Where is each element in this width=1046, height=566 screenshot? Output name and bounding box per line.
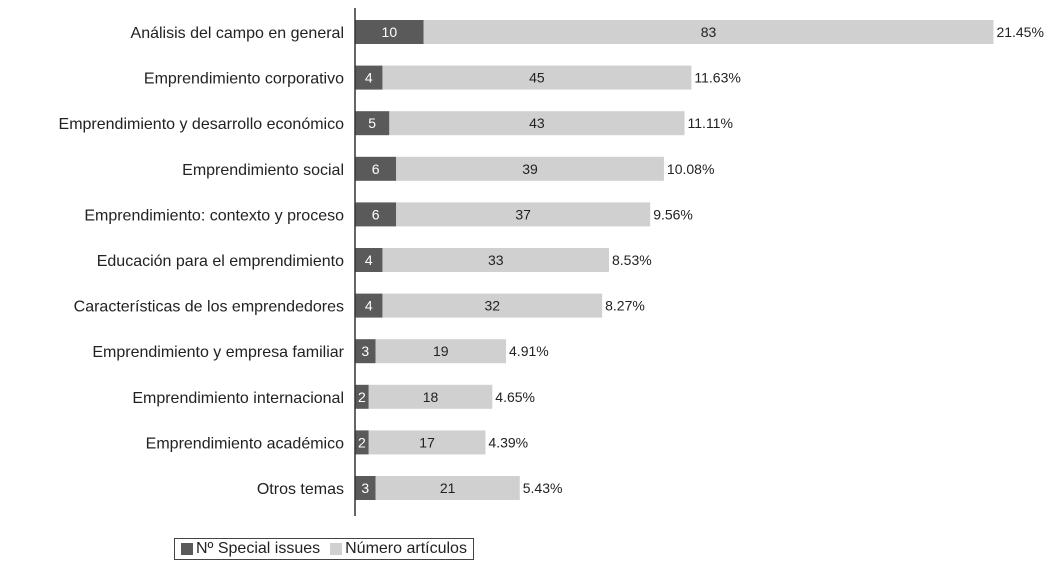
data-label: 4 [365, 252, 373, 268]
bar-segment-special-issues [355, 293, 383, 318]
category-label: Emprendimiento y empresa familiar [92, 344, 344, 361]
bar-segment-numero-articulos [389, 111, 685, 136]
data-label: 83 [701, 24, 717, 40]
category-label: Educación para el emprendimiento [97, 253, 344, 270]
category-label: Emprendimiento social [182, 162, 344, 179]
bar-segment-numero-articulos [375, 339, 507, 364]
bar-segment-numero-articulos [396, 202, 651, 227]
bar-segment-numero-articulos [382, 293, 603, 318]
bar-segment-special-issues [355, 156, 397, 181]
category-label: Emprendimiento y desarrollo económico [59, 116, 345, 133]
data-label: 3 [361, 343, 369, 359]
chart-legend: Nº Special issues Número artículos [174, 538, 474, 560]
data-label: 10 [382, 24, 398, 40]
category-label: Emprendimiento corporativo [144, 71, 344, 88]
bar-segment-numero-articulos [382, 248, 610, 272]
percent-label: 9.56% [653, 206, 693, 222]
bar-segment-numero-articulos [396, 156, 664, 181]
bar-segment-numero-articulos [368, 430, 486, 455]
percent-label: 11.63% [694, 70, 740, 86]
category-label: Otros temas [257, 481, 344, 498]
data-label: 43 [529, 115, 545, 131]
bar-segment-special-issues [355, 384, 369, 409]
data-label: 6 [372, 206, 380, 222]
bar-segment-numero-articulos [423, 20, 994, 44]
legend-item-numero-articulos: Número artículos [330, 540, 467, 558]
bar-segment-special-issues [355, 339, 376, 364]
category-label: Emprendimiento internacional [132, 390, 344, 407]
category-label: Análisis del campo en general [131, 25, 344, 42]
data-label: 3 [361, 480, 369, 496]
percent-label: 4.39% [488, 434, 528, 450]
bar-segment-special-issues [355, 430, 369, 455]
bar-segment-special-issues [355, 476, 376, 500]
data-label: 2 [358, 389, 366, 405]
category-label: Características de los emprendedores [74, 299, 344, 316]
percent-label: 8.53% [612, 252, 652, 268]
data-label: 4 [365, 70, 373, 86]
bar-segment-numero-articulos [382, 65, 692, 90]
legend-swatch-special-issues [181, 543, 193, 555]
data-label: 4 [365, 298, 373, 314]
bar-segment-numero-articulos [368, 384, 493, 409]
bar-segment-numero-articulos [375, 476, 520, 500]
bar-segment-special-issues [355, 111, 390, 136]
data-label: 32 [485, 298, 501, 314]
data-label: 5 [368, 115, 376, 131]
bar-segment-special-issues [355, 20, 424, 44]
percent-label: 10.08% [667, 161, 714, 177]
data-label: 18 [423, 389, 439, 405]
bar-segment-special-issues [355, 65, 383, 90]
data-label: 19 [433, 343, 449, 359]
bar-segment-special-issues [355, 248, 383, 272]
data-label: 37 [515, 206, 531, 222]
legend-item-special-issues: Nº Special issues [181, 540, 320, 558]
percent-label: 21.45% [996, 24, 1043, 40]
category-label: Emprendimiento: contexto y proceso [84, 207, 344, 224]
legend-swatch-numero-articulos [330, 543, 343, 555]
percent-label: 11.11% [688, 115, 733, 131]
legend-label-numero-articulos: Número artículos [345, 540, 467, 557]
data-label: 39 [522, 161, 538, 177]
percent-label: 4.91% [509, 343, 549, 359]
category-label: Emprendimiento académico [146, 435, 344, 452]
data-label: 21 [440, 480, 456, 496]
bar-segment-special-issues [355, 202, 397, 227]
legend-label-special-issues: Nº Special issues [196, 540, 321, 557]
data-label: 2 [358, 434, 366, 450]
percent-label: 5.43% [523, 480, 563, 496]
data-label: 17 [419, 434, 435, 450]
percent-label: 8.27% [605, 298, 645, 314]
data-label: 45 [529, 70, 545, 86]
percent-label: 4.65% [495, 389, 535, 405]
data-label: 33 [488, 252, 504, 268]
data-label: 6 [372, 161, 380, 177]
